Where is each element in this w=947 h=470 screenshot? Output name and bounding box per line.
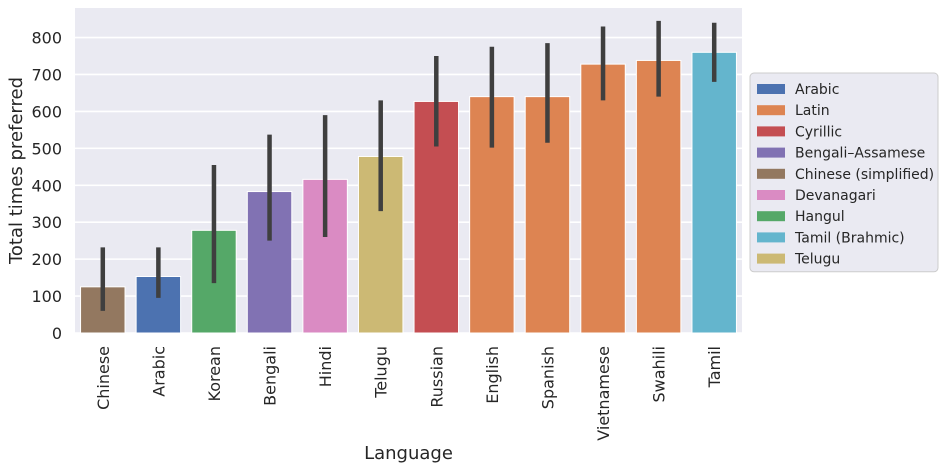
- x-axis-title: Language: [364, 443, 453, 464]
- x-tick-label: Vietnamese: [594, 346, 613, 441]
- x-tick-label: Korean: [205, 346, 224, 402]
- legend-swatch: [757, 232, 785, 243]
- y-tick-label: 300: [31, 213, 62, 232]
- bar-swahili: [635, 59, 682, 334]
- x-tick-label: Hindi: [316, 346, 335, 387]
- legend-label: Chinese (simplified): [795, 167, 934, 183]
- legend-label: Arabic: [795, 82, 839, 98]
- y-tick-label: 100: [31, 287, 62, 306]
- legend-swatch: [757, 84, 785, 94]
- legend-label: Devanagari: [795, 188, 876, 204]
- y-tick-label: 600: [31, 102, 62, 121]
- y-axis-title: Total times preferred: [6, 77, 27, 265]
- legend-label: Bengali–Assamese: [795, 146, 925, 162]
- plot-background: [75, 8, 742, 333]
- legend: Arabic Latin Cyrillic Bengali–Assamese Chine…: [749, 72, 939, 273]
- x-tick-label: Swahili: [650, 346, 669, 403]
- x-axis-ticks: Chinese Arabic Korean Bengali Hindi Telugu Rus…: [94, 346, 724, 441]
- y-tick-label: 800: [31, 29, 62, 48]
- legend-label: Hangul: [795, 209, 845, 225]
- legend-swatch: [757, 105, 785, 116]
- bar-tamil: [691, 51, 737, 334]
- legend-swatch: [757, 211, 785, 222]
- y-axis-ticks: 0 100 200 300 400 500 600 700 800: [31, 29, 62, 343]
- x-tick-label: Spanish: [538, 346, 557, 409]
- legend-label: Cyrillic: [795, 124, 842, 140]
- legend-swatch: [757, 126, 785, 137]
- legend-swatch: [757, 253, 785, 264]
- x-tick-label: Russian: [427, 346, 446, 408]
- x-tick-label: Bengali: [261, 346, 280, 406]
- legend-swatch: [757, 147, 785, 158]
- legend-swatch: [757, 190, 785, 200]
- legend-label: Telugu: [794, 252, 840, 268]
- x-tick-label: Tamil: [705, 346, 724, 388]
- x-tick-label: Telugu: [372, 346, 391, 399]
- legend-swatch: [757, 168, 785, 179]
- legend-label: Latin: [795, 103, 830, 119]
- gridlines: [75, 36, 742, 334]
- legend-label: Tamil (Brahmic): [794, 230, 905, 246]
- x-tick-label: English: [483, 346, 502, 404]
- x-tick-label: Chinese: [94, 346, 113, 410]
- y-tick-label: 500: [31, 139, 62, 158]
- y-tick-label: 700: [31, 65, 62, 84]
- y-tick-label: 400: [31, 176, 62, 195]
- legend-frame: [749, 72, 939, 273]
- y-tick-label: 200: [31, 250, 62, 269]
- bar-vietnamese: [580, 63, 626, 334]
- error-bars: [100, 20, 717, 311]
- x-tick-label: Arabic: [149, 346, 168, 397]
- y-tick-label: 0: [52, 324, 62, 343]
